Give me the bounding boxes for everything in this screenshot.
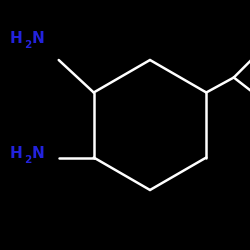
Text: H: H [10, 31, 23, 46]
Text: 2: 2 [24, 40, 31, 50]
Text: 2: 2 [24, 155, 31, 165]
Text: H: H [10, 146, 23, 161]
Text: N: N [31, 146, 44, 161]
Text: N: N [31, 31, 44, 46]
